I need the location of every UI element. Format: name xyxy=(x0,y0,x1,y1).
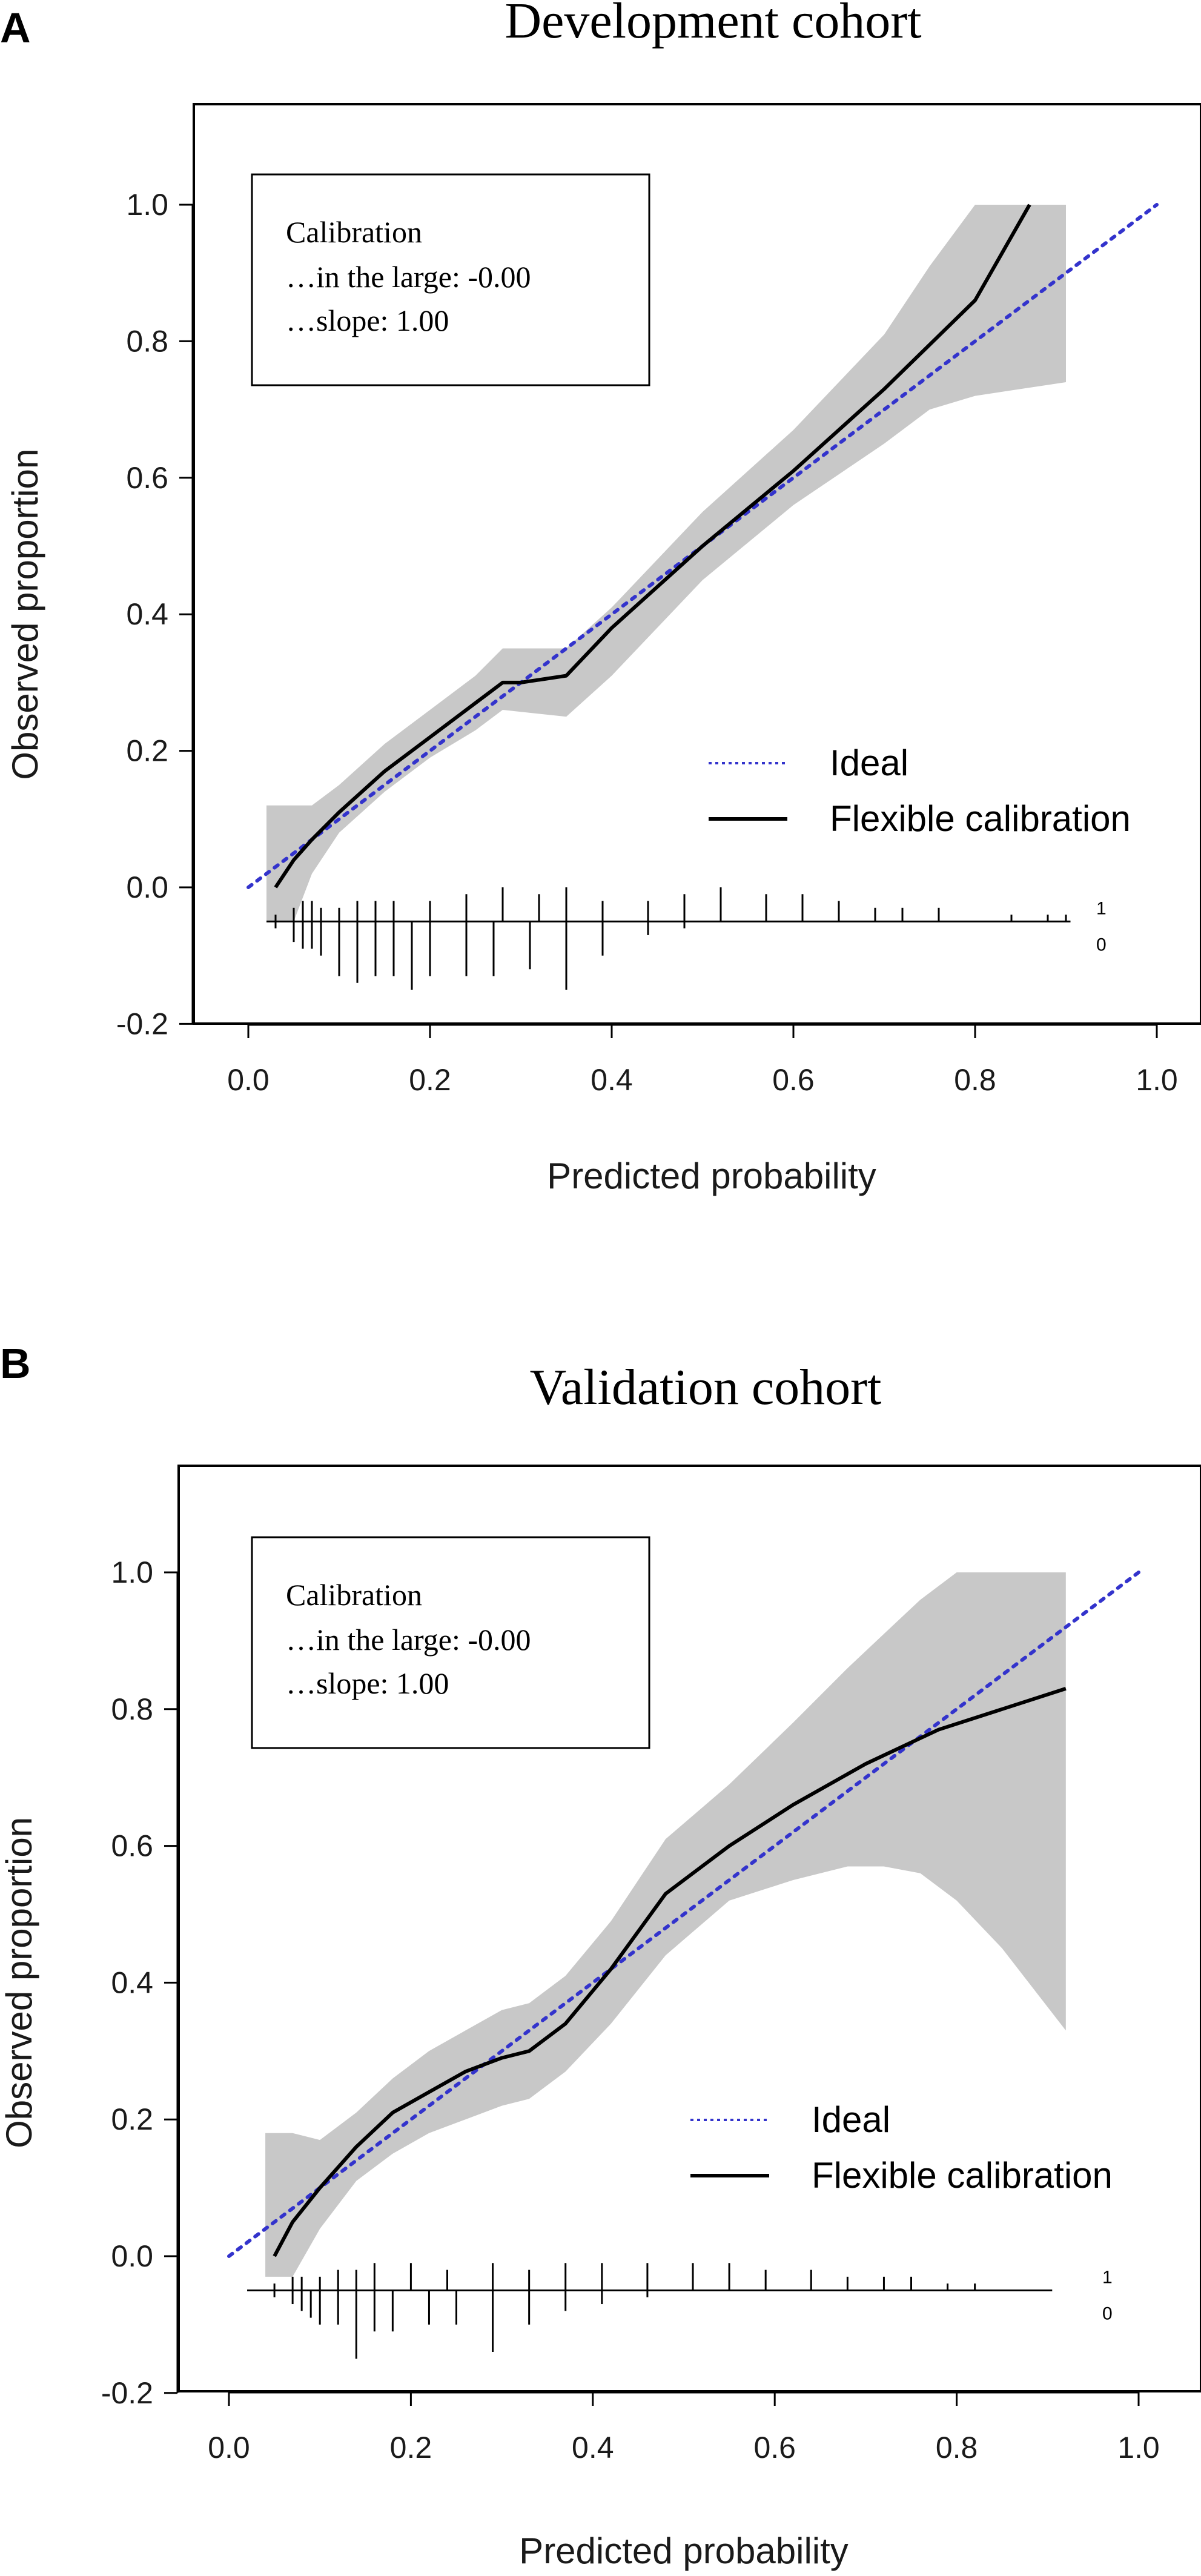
calibration-box: Calibration …in the large: -0.00 …slope: 1… xyxy=(251,1536,650,1749)
x-axis-label: Predicted probability xyxy=(519,2531,849,2571)
x-tick-label: 0.8 xyxy=(954,1063,996,1097)
calibration-in-the-large: …in the large: -0.00 xyxy=(286,1623,531,1657)
x-tick-label: 0.4 xyxy=(572,2431,614,2465)
chart-panel-a: A Development cohort10-0.20.00.20.40.60.8… xyxy=(0,0,1201,1196)
panel-letter: A xyxy=(0,4,31,51)
y-tick-label: 0.8 xyxy=(111,1692,153,1726)
calibration-heading: Calibration xyxy=(286,215,422,249)
confidence-band xyxy=(265,1572,1066,2277)
legend: Ideal Flexible calibration xyxy=(690,2099,1113,2196)
x-tick-label: 0.2 xyxy=(390,2431,432,2465)
y-tick-label: -0.2 xyxy=(116,1007,168,1041)
chart-title: Validation cohort xyxy=(530,1359,882,1415)
y-tick-label: 0.0 xyxy=(111,2239,153,2273)
x-tick-label: 0.6 xyxy=(772,1063,815,1097)
panel-letter: B xyxy=(0,1340,31,1387)
rug-plot: 10 xyxy=(266,887,1107,990)
flexible-calibration-line xyxy=(273,1687,1067,2257)
y-tick-label: 1.0 xyxy=(126,188,168,222)
x-tick-label: 1.0 xyxy=(1136,1063,1178,1097)
calibration-slope: …slope: 1.00 xyxy=(286,1666,449,1700)
x-tick-label: 0.2 xyxy=(409,1063,451,1097)
y-tick-label: 0.8 xyxy=(126,324,168,358)
legend-label-flexible: Flexible calibration xyxy=(812,2155,1113,2196)
flexible-calibration-line xyxy=(274,204,1031,889)
chart-title: Development cohort xyxy=(505,0,921,49)
calibration-heading: Calibration xyxy=(286,1578,422,1612)
legend-label-flexible: Flexible calibration xyxy=(830,798,1131,839)
x-tick-label: 0.8 xyxy=(936,2431,978,2465)
y-tick-label: -0.2 xyxy=(101,2376,153,2410)
confidence-band xyxy=(266,205,1066,922)
rug-label-event: 1 xyxy=(1096,898,1107,918)
x-tick-label: 0.4 xyxy=(591,1063,633,1097)
y-axis-label: Observed proportion xyxy=(0,1817,39,2148)
rug-label-event: 1 xyxy=(1102,2267,1113,2287)
rug-label-nonevent: 0 xyxy=(1102,2303,1113,2323)
calibration-box: Calibration …in the large: -0.00 …slope: 1… xyxy=(251,173,650,386)
x-tick-label: 0.0 xyxy=(208,2431,250,2465)
y-tick-label: 0.2 xyxy=(126,734,168,768)
rug-label-nonevent: 0 xyxy=(1096,935,1107,955)
ideal-line xyxy=(227,1571,1140,2258)
legend-label-ideal: Ideal xyxy=(830,743,908,783)
x-tick-label: 0.0 xyxy=(227,1063,270,1097)
calibration-box-frame xyxy=(251,173,650,386)
calibration-in-the-large: …in the large: -0.00 xyxy=(286,260,531,294)
chart-panel-b: B Validation cohort10-0.20.00.20.40.60.81… xyxy=(0,1340,1201,2571)
calibration-slope: …slope: 1.00 xyxy=(286,303,449,337)
y-tick-label: 0.6 xyxy=(111,1829,153,1863)
y-tick-label: 0.4 xyxy=(126,597,168,631)
y-tick-label: 0.2 xyxy=(111,2102,153,2136)
y-axis-label: Observed proportion xyxy=(5,449,45,780)
y-tick-label: 1.0 xyxy=(111,1555,153,1589)
x-tick-label: 1.0 xyxy=(1117,2431,1160,2465)
plot-frame xyxy=(177,1465,1201,2392)
legend: Ideal Flexible calibration xyxy=(709,743,1131,839)
calibration-box-frame xyxy=(251,1536,650,1749)
y-tick-label: 0.4 xyxy=(111,1965,153,1999)
x-tick-label: 0.6 xyxy=(753,2431,796,2465)
legend-label-ideal: Ideal xyxy=(812,2099,890,2140)
plot-frame xyxy=(193,103,1201,1025)
x-axis-label: Predicted probability xyxy=(547,1156,876,1196)
y-tick-label: 0.0 xyxy=(126,870,168,904)
y-tick-label: 0.6 xyxy=(126,461,168,495)
rug-plot: 10 xyxy=(247,2263,1113,2359)
